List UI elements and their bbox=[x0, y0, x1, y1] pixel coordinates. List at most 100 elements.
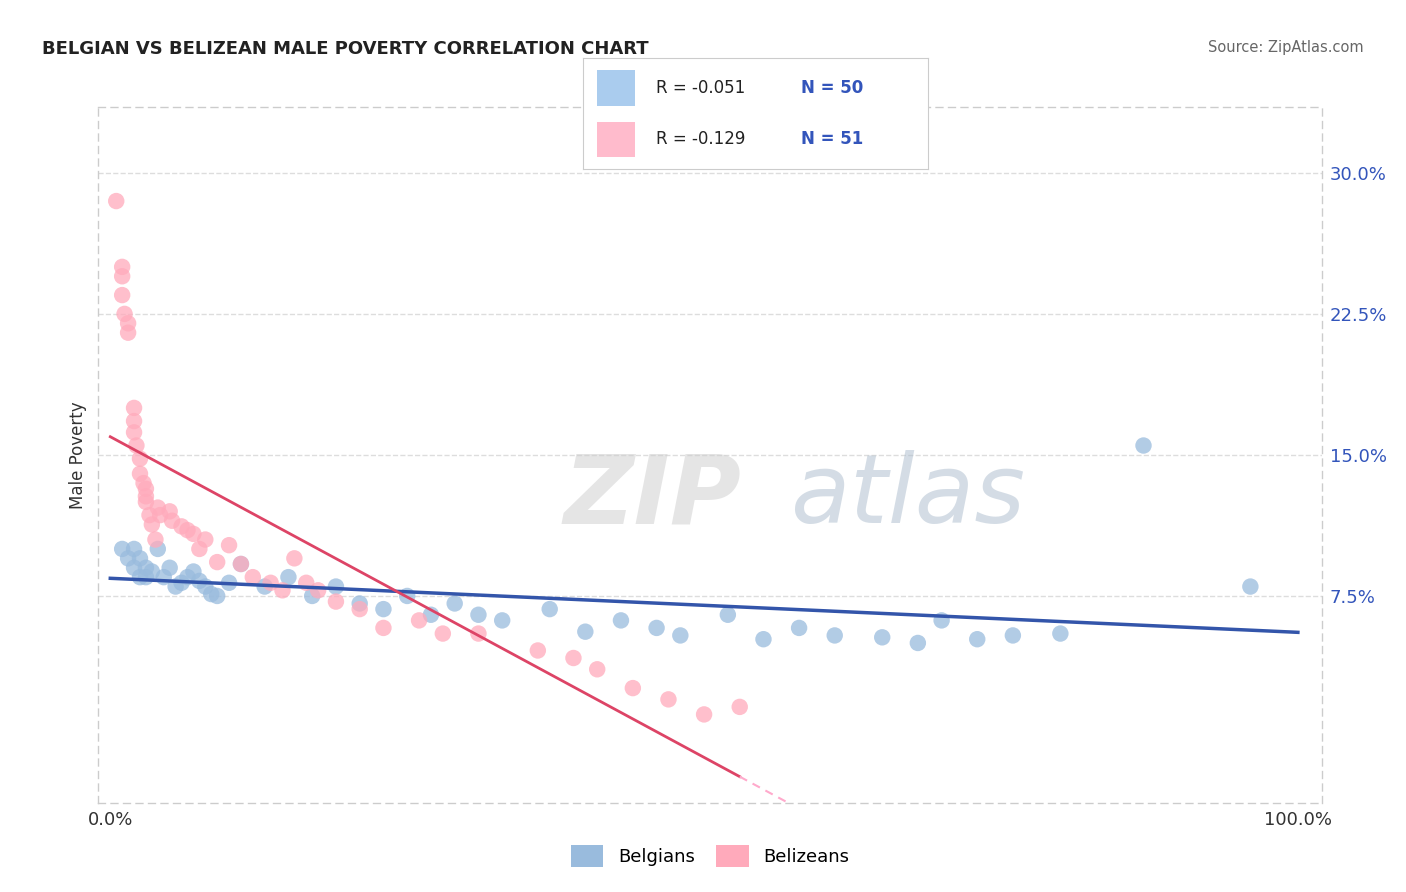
Point bbox=[307, 583, 329, 598]
Point bbox=[188, 541, 211, 556]
Point bbox=[132, 476, 155, 491]
Point bbox=[194, 580, 217, 594]
Point bbox=[146, 500, 169, 515]
Point bbox=[574, 624, 596, 639]
Point bbox=[122, 425, 145, 440]
Point bbox=[160, 514, 183, 528]
Point bbox=[129, 570, 152, 584]
Point bbox=[229, 557, 252, 571]
Point bbox=[1049, 626, 1071, 640]
Point bbox=[752, 632, 775, 647]
Point bbox=[610, 614, 633, 628]
Point bbox=[159, 560, 181, 574]
Point bbox=[259, 575, 281, 590]
Point bbox=[295, 575, 318, 590]
Point bbox=[420, 607, 443, 622]
Point bbox=[538, 602, 561, 616]
Point bbox=[349, 602, 371, 616]
Point bbox=[218, 538, 240, 552]
Text: R = -0.129: R = -0.129 bbox=[655, 130, 745, 148]
Point bbox=[527, 643, 550, 657]
Point bbox=[301, 589, 323, 603]
Point bbox=[117, 316, 139, 330]
Point bbox=[728, 699, 751, 714]
Point bbox=[111, 269, 134, 284]
Point bbox=[117, 326, 139, 340]
Point bbox=[467, 607, 489, 622]
Point bbox=[138, 508, 160, 522]
Point bbox=[432, 626, 454, 640]
Point bbox=[176, 523, 198, 537]
Point bbox=[443, 597, 465, 611]
Text: BELGIAN VS BELIZEAN MALE POVERTY CORRELATION CHART: BELGIAN VS BELIZEAN MALE POVERTY CORRELA… bbox=[42, 40, 648, 58]
Legend: Belgians, Belizeans: Belgians, Belizeans bbox=[564, 838, 856, 874]
Point bbox=[170, 575, 193, 590]
Point bbox=[111, 288, 134, 302]
Point bbox=[218, 575, 240, 590]
Point bbox=[105, 194, 128, 208]
Point bbox=[152, 570, 174, 584]
Text: N = 50: N = 50 bbox=[800, 79, 863, 97]
Point bbox=[205, 555, 228, 569]
Point bbox=[242, 570, 264, 584]
Point bbox=[693, 707, 716, 722]
Point bbox=[129, 467, 152, 481]
Point bbox=[373, 621, 395, 635]
Point bbox=[117, 551, 139, 566]
Point bbox=[396, 589, 419, 603]
Point bbox=[170, 519, 193, 533]
Point bbox=[253, 580, 276, 594]
Point bbox=[146, 541, 169, 556]
Point bbox=[135, 570, 157, 584]
Point bbox=[325, 594, 347, 608]
Point bbox=[870, 630, 893, 644]
Point bbox=[111, 260, 134, 274]
Point bbox=[135, 482, 157, 496]
Point bbox=[283, 551, 305, 566]
Point bbox=[824, 628, 846, 642]
Point bbox=[787, 621, 810, 635]
Point bbox=[325, 580, 347, 594]
Point bbox=[657, 692, 679, 706]
Point bbox=[1001, 628, 1024, 642]
Point bbox=[176, 570, 198, 584]
Point bbox=[122, 414, 145, 428]
Point bbox=[135, 489, 157, 503]
Point bbox=[1132, 438, 1154, 452]
Point bbox=[165, 580, 187, 594]
Point bbox=[277, 570, 299, 584]
Point bbox=[114, 307, 136, 321]
Point bbox=[562, 651, 585, 665]
Point bbox=[645, 621, 668, 635]
Point bbox=[966, 632, 988, 647]
Point bbox=[122, 401, 145, 415]
Point bbox=[408, 614, 430, 628]
Point bbox=[467, 626, 489, 640]
Point bbox=[125, 438, 148, 452]
Y-axis label: Male Poverty: Male Poverty bbox=[69, 401, 87, 508]
Point bbox=[141, 565, 163, 579]
Point bbox=[135, 560, 157, 574]
Point bbox=[135, 495, 157, 509]
Point bbox=[717, 607, 740, 622]
Point bbox=[141, 517, 163, 532]
Point bbox=[349, 597, 371, 611]
Point bbox=[669, 628, 692, 642]
Point bbox=[491, 614, 513, 628]
Point bbox=[145, 533, 167, 547]
Point bbox=[194, 533, 217, 547]
Point bbox=[183, 565, 205, 579]
Point bbox=[229, 557, 252, 571]
Point bbox=[373, 602, 395, 616]
Point bbox=[907, 636, 929, 650]
Bar bbox=[598, 121, 636, 157]
Point bbox=[159, 504, 181, 518]
Text: ZIP: ZIP bbox=[564, 450, 741, 543]
Point bbox=[1239, 580, 1261, 594]
Point bbox=[200, 587, 222, 601]
Point bbox=[586, 662, 609, 676]
Text: R = -0.051: R = -0.051 bbox=[655, 79, 745, 97]
Point bbox=[111, 541, 134, 556]
Point bbox=[205, 589, 228, 603]
Point bbox=[129, 451, 152, 466]
